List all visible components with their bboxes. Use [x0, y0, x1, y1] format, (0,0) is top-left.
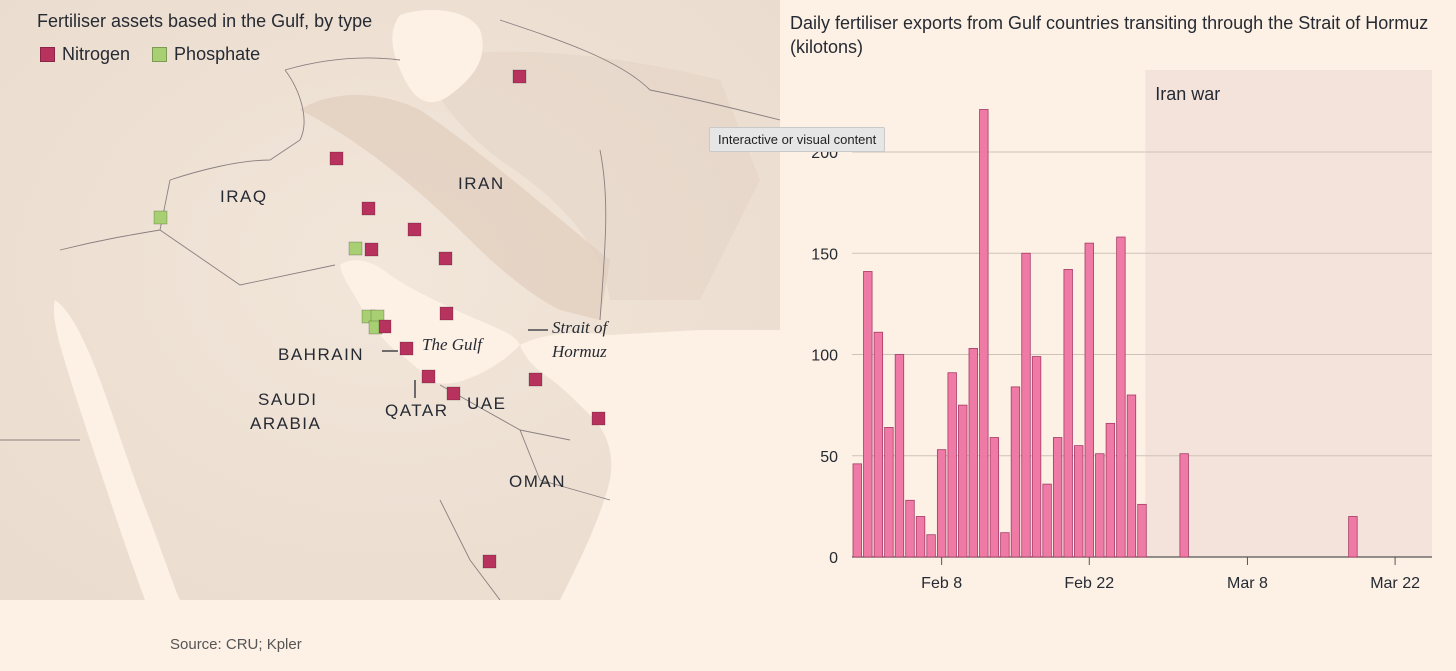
- iran-highland: [420, 51, 760, 300]
- iran-war-shading: [1145, 70, 1432, 557]
- bar: [1021, 252, 1031, 558]
- phosphate-asset: [348, 241, 363, 256]
- label-strait-of: Strait of: [552, 318, 610, 337]
- source-note: Source: CRU; Kpler: [170, 636, 302, 653]
- nitrogen-asset: [407, 222, 422, 237]
- bar: [852, 463, 862, 558]
- legend-nitrogen: Nitrogen: [40, 44, 130, 65]
- bar: [947, 372, 957, 558]
- y-tick-label: 150: [811, 246, 838, 263]
- bar: [1179, 453, 1189, 558]
- legend-phosphate-label: Phosphate: [174, 44, 261, 64]
- bar: [873, 331, 884, 558]
- bar: [1052, 437, 1063, 558]
- bar: [1031, 356, 1042, 558]
- bar: [1074, 445, 1084, 558]
- nitrogen-asset: [421, 369, 436, 384]
- label-bahrain: BAHRAIN: [278, 345, 364, 364]
- bar: [1042, 483, 1052, 558]
- label-saudi: SAUDI: [258, 390, 317, 409]
- interactive-content-tooltip: Interactive or visual content: [709, 127, 886, 152]
- bar: [1348, 516, 1358, 558]
- bar: [926, 534, 936, 558]
- bar: [863, 271, 873, 558]
- bar: [905, 499, 915, 558]
- nitrogen-asset: [482, 554, 497, 569]
- map-title: Fertiliser assets based in the Gulf, by …: [37, 11, 373, 31]
- label-uae: UAE: [467, 394, 506, 413]
- nitrogen-asset: [591, 411, 606, 426]
- nitrogen-asset: [364, 242, 379, 257]
- bar: [884, 426, 894, 558]
- label-leaders: [382, 329, 548, 398]
- arabian-sea: [520, 330, 780, 600]
- nitrogen-swatch: [40, 47, 55, 62]
- bar: [1084, 242, 1094, 558]
- chart-title: Daily fertiliser exports from Gulf count…: [790, 13, 1429, 57]
- nitrogen-asset: [399, 341, 414, 356]
- bar: [1010, 386, 1021, 558]
- phosphate-asset: [153, 210, 168, 225]
- bar: [1137, 503, 1147, 558]
- zagros-mountains: [300, 95, 610, 320]
- label-hormuz: Hormuz: [551, 342, 607, 361]
- map-legend: Nitrogen Phosphate: [40, 44, 260, 65]
- bar: [936, 449, 947, 558]
- legend-phosphate: Phosphate: [152, 44, 260, 65]
- bar: [1126, 394, 1137, 558]
- nitrogen-asset: [446, 386, 461, 401]
- phosphate-swatch: [152, 47, 168, 62]
- borders: [0, 19, 780, 600]
- bar: [1000, 532, 1010, 558]
- bar: [1116, 236, 1126, 558]
- persian-gulf: [340, 260, 520, 384]
- nitrogen-asset: [329, 151, 344, 166]
- nitrogen-asset: [438, 251, 453, 266]
- label-oman: OMAN: [509, 472, 566, 491]
- label-arabia: ARABIA: [250, 414, 321, 433]
- bar: [968, 348, 978, 558]
- nitrogen-asset: [378, 319, 392, 334]
- label-the-gulf: The Gulf: [422, 335, 484, 354]
- y-tick-label: 100: [811, 348, 838, 365]
- label-iraq: IRAQ: [220, 187, 268, 206]
- x-tick-label: Feb 8: [921, 575, 962, 592]
- x-tick-label: Mar 8: [1227, 575, 1268, 592]
- y-tick-label: 50: [820, 449, 838, 466]
- bar: [894, 354, 905, 558]
- gulf-map: IRAQ IRAN BAHRAIN SAUDI ARABIA QATAR UAE…: [0, 0, 780, 600]
- bar: [915, 516, 926, 558]
- nitrogen-asset: [512, 69, 527, 84]
- asset-markers: [153, 69, 606, 569]
- label-iran: IRAN: [458, 174, 505, 193]
- bar: [989, 437, 1000, 558]
- nitrogen-asset: [439, 306, 454, 321]
- bar: [1105, 422, 1116, 558]
- x-tick-label: Feb 22: [1064, 575, 1114, 592]
- nitrogen-asset: [528, 372, 543, 387]
- caspian-sea: [392, 10, 483, 103]
- iran-war-label: Iran war: [1155, 84, 1220, 104]
- x-tick-label: Mar 22: [1370, 575, 1420, 592]
- bar: [1063, 269, 1073, 558]
- bar: [1095, 453, 1105, 558]
- nitrogen-asset: [361, 201, 376, 216]
- bar: [958, 404, 968, 558]
- label-qatar: QATAR: [385, 401, 449, 420]
- legend-nitrogen-label: Nitrogen: [62, 44, 131, 64]
- bar: [979, 109, 989, 558]
- red-sea: [53, 300, 180, 600]
- y-tick-label: 0: [829, 550, 838, 567]
